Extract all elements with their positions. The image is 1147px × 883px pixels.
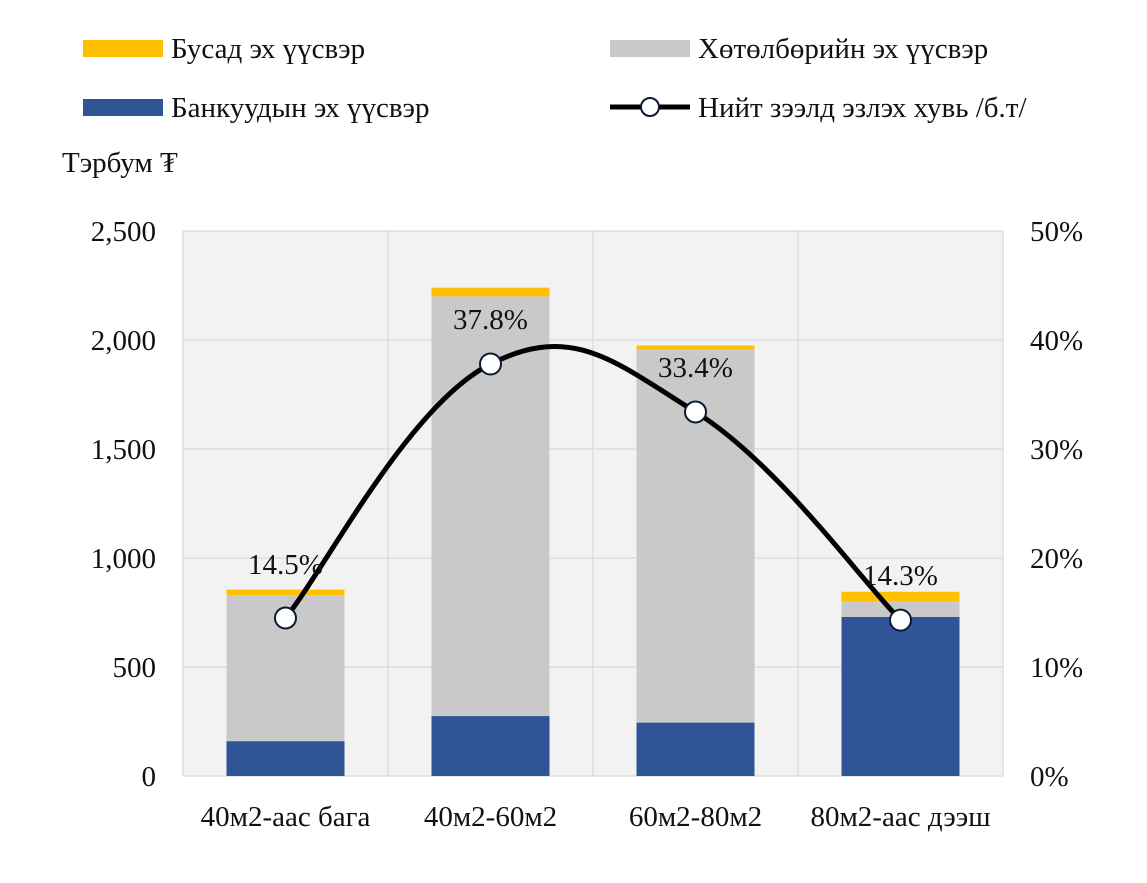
data-label: 14.5% (248, 549, 323, 581)
unit-label: Тэрбум ₮ (62, 147, 178, 179)
y-left-tick-label: 2,000 (91, 325, 156, 357)
legend-swatch (83, 40, 163, 57)
y-axis-left: 0 500 1,000 1,500 2,000 2,500 (91, 216, 156, 793)
x-tick-label: 40м2-60м2 (424, 801, 557, 833)
bar-segment (636, 722, 755, 776)
x-tick-label: 80м2-аас дээш (810, 801, 990, 833)
y-left-tick-label: 500 (113, 652, 157, 684)
legend-label: Нийт зээлд эзлэх хувь /б.т/ (698, 92, 1027, 124)
y-left-tick-label: 2,500 (91, 216, 156, 248)
y-right-tick-label: 40% (1030, 325, 1083, 357)
y-right-tick-label: 20% (1030, 543, 1083, 575)
y-right-tick-label: 50% (1030, 216, 1083, 248)
legend-label: Хөтөлбөрийн эх үүсвэр (698, 33, 988, 65)
bar-segment (431, 287, 550, 297)
y-left-tick-label: 1,000 (91, 543, 156, 575)
y-right-tick-label: 30% (1030, 434, 1083, 466)
legend: Бусад эх үүсвэр Хөтөлбөрийн эх үүсвэр Банк… (83, 33, 1027, 124)
data-label: 33.4% (658, 352, 733, 384)
y-axis-right: 0% 10% 20% 30% 40% 50% (1030, 216, 1083, 793)
line-marker (479, 352, 502, 376)
bar-segment (841, 616, 960, 776)
x-axis: 40м2-аас бага 40м2-60м2 60м2-80м2 80м2-аас … (201, 801, 991, 833)
bar-segment (431, 716, 550, 776)
bar-segment (636, 345, 755, 350)
legend-label: Банкуудын эх үүсвэр (171, 92, 429, 124)
data-label: 37.8% (453, 304, 528, 336)
bar-segment (226, 589, 345, 596)
share-line (283, 344, 903, 623)
legend-swatch (610, 40, 690, 57)
bar-segment (841, 591, 960, 602)
bar-segment (226, 741, 345, 776)
legend-swatch (83, 99, 163, 116)
line-marker (889, 608, 912, 632)
x-tick-label: 60м2-80м2 (629, 801, 762, 833)
line-markers (274, 352, 912, 632)
data-label: 14.3% (863, 560, 938, 592)
line-marker (684, 400, 707, 424)
legend-label: Бусад эх үүсвэр (171, 33, 365, 65)
legend-marker-icon (640, 97, 660, 117)
line-marker (274, 606, 297, 630)
y-right-tick-label: 0% (1030, 761, 1069, 793)
data-labels: 14.5% 37.8% 33.4% 14.3% (248, 304, 938, 592)
y-left-tick-label: 1,500 (91, 434, 156, 466)
y-right-tick-label: 10% (1030, 652, 1083, 684)
x-tick-label: 40м2-аас бага (201, 801, 371, 833)
y-left-tick-label: 0 (142, 761, 157, 793)
